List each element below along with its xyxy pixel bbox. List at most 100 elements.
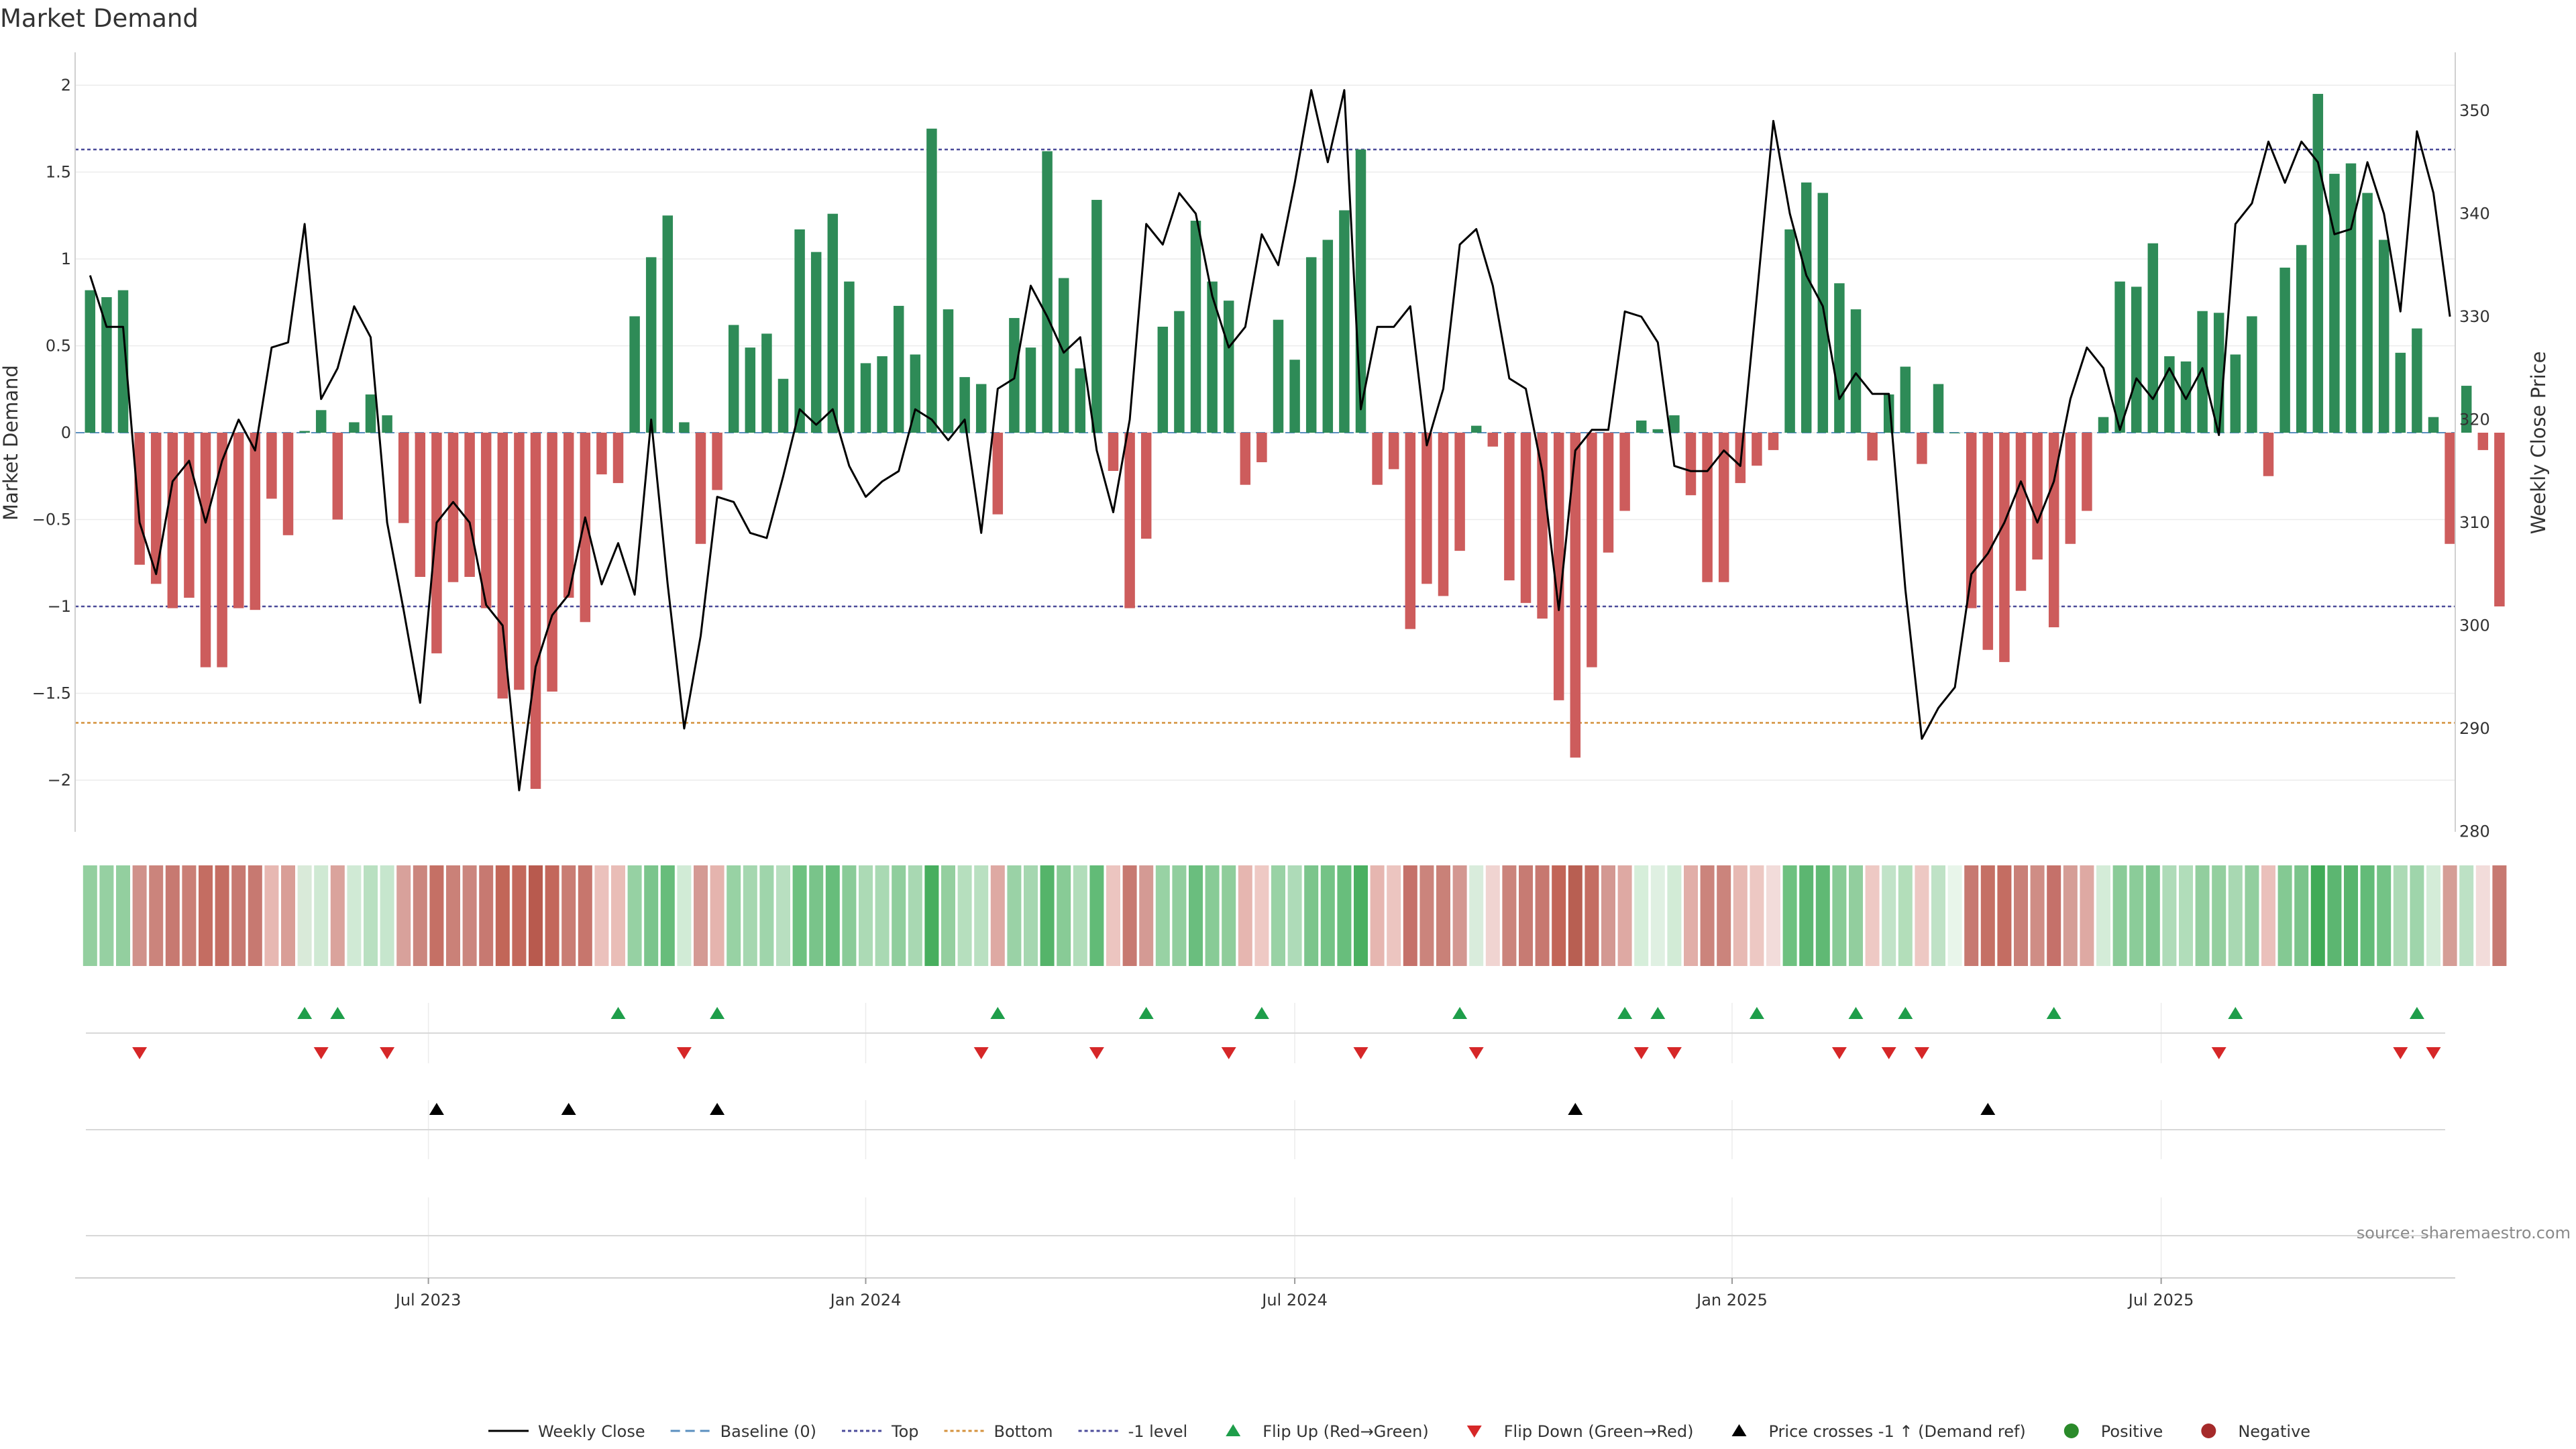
heat-cell	[1700, 865, 1715, 966]
heat-cell	[1172, 865, 1187, 966]
demand-bars	[85, 93, 2505, 789]
heat-cell	[199, 865, 213, 966]
heat-cell	[644, 865, 659, 966]
flip-up-marker	[610, 1007, 626, 1019]
y2-tick-label: 280	[2459, 822, 2490, 841]
heat-cell	[694, 865, 708, 966]
heat-cell	[2443, 865, 2457, 966]
negative-bar	[1966, 433, 1977, 608]
heat-cell	[578, 865, 592, 966]
chart-title: Market Demand	[0, 4, 199, 33]
heat-cell	[1717, 865, 1731, 966]
y2-axis-label: Weekly Close Price	[2527, 352, 2550, 535]
heat-cell	[974, 865, 989, 966]
heat-cell	[2261, 865, 2275, 966]
negative-bar	[514, 433, 525, 690]
negative-bar	[2065, 433, 2076, 544]
legend-item-flip_up: Flip Up (Red→Green)	[1226, 1422, 1429, 1441]
negative-bar	[1405, 433, 1416, 629]
negative-bar	[134, 433, 145, 565]
positive-bar	[860, 363, 871, 433]
heat-cell	[429, 865, 444, 966]
heat-cell	[529, 865, 543, 966]
positive-bar	[2164, 356, 2175, 433]
heat-cell	[594, 865, 609, 966]
heat-cell	[1782, 865, 1797, 966]
flip-up-marker	[330, 1007, 345, 1019]
heat-cell	[1684, 865, 1698, 966]
positive-bar	[926, 128, 937, 433]
legend-symbol	[1226, 1424, 1241, 1436]
heat-cell	[495, 865, 510, 966]
weekly-close-line	[89, 89, 2451, 792]
heat-cell	[892, 865, 906, 966]
heat-cell	[1370, 865, 1385, 966]
negative-bar	[1372, 433, 1383, 485]
flip-down-marker	[1914, 1047, 1929, 1059]
heat-cell	[83, 865, 97, 966]
heat-cell	[1997, 865, 2012, 966]
heat-cell	[1535, 865, 1550, 966]
heat-cell	[2459, 865, 2474, 966]
negative-bar	[2048, 433, 2059, 628]
heat-cell	[1552, 865, 1566, 966]
flip-down-marker	[313, 1047, 329, 1059]
heat-cell	[677, 865, 692, 966]
y-tick-label: 0.5	[46, 337, 71, 356]
cross-marker	[1980, 1103, 1996, 1115]
x-tick-label: Jul 2024	[1260, 1291, 1328, 1309]
heat-cell	[2195, 865, 2210, 966]
heat-cell	[1122, 865, 1137, 966]
flip-up-marker	[710, 1007, 725, 1019]
positive-bar	[1091, 199, 1102, 433]
legend-symbol	[1731, 1424, 1747, 1436]
negative-bar	[480, 433, 492, 608]
heat-cell	[941, 865, 955, 966]
positive-bar	[1900, 366, 1911, 433]
heat-cell	[1354, 865, 1368, 966]
negative-bar	[1421, 433, 1432, 584]
negative-bar	[2015, 433, 2027, 591]
heat-cell	[1155, 865, 1170, 966]
y2-tick-label: 310	[2459, 513, 2490, 532]
heat-cell	[1650, 865, 1665, 966]
heat-cell	[2063, 865, 2078, 966]
flip-up-marker	[1254, 1007, 1269, 1019]
positive-bar	[1289, 360, 1300, 433]
heat-cell	[1139, 865, 1154, 966]
legend-label: Flip Up (Red→Green)	[1263, 1422, 1429, 1441]
heat-cell	[1089, 865, 1104, 966]
negative-bar	[1108, 433, 1119, 471]
positive-bar	[2428, 417, 2439, 433]
legend-label: Weekly Close	[538, 1422, 645, 1441]
negative-bar	[2445, 433, 2455, 544]
positive-bar	[794, 229, 805, 433]
negative-bar	[1438, 433, 1449, 596]
heat-cell	[446, 865, 460, 966]
positive-bar	[299, 431, 310, 433]
heat-cell	[2162, 865, 2177, 966]
positive-bar	[117, 290, 129, 433]
positive-bar	[1339, 210, 1350, 433]
negative-bar	[1587, 433, 1597, 667]
legend-item-cross: Price crosses -1 ↑ (Demand ref)	[1731, 1422, 2026, 1441]
negative-bar	[530, 433, 541, 789]
positive-bar	[1025, 347, 1036, 433]
heat-cell	[2492, 865, 2507, 966]
heat-cell	[1287, 865, 1302, 966]
heat-cell	[297, 865, 312, 966]
heat-cell	[1387, 865, 1401, 966]
heat-cell	[479, 865, 494, 966]
heat-cell	[132, 865, 147, 966]
negative-bar	[695, 433, 706, 544]
heat-cell	[1436, 865, 1450, 966]
heat-cell	[1799, 865, 1814, 966]
flip-down-marker	[1633, 1047, 1649, 1059]
legend-symbol	[2063, 1424, 2079, 1438]
heat-cell	[1254, 865, 1269, 966]
negative-bar	[1685, 433, 1697, 496]
negative-bar	[1140, 433, 1152, 539]
heat-cell	[2410, 865, 2424, 966]
y2-tick-label: 300	[2459, 616, 2490, 635]
flip-down-marker	[1221, 1047, 1236, 1059]
